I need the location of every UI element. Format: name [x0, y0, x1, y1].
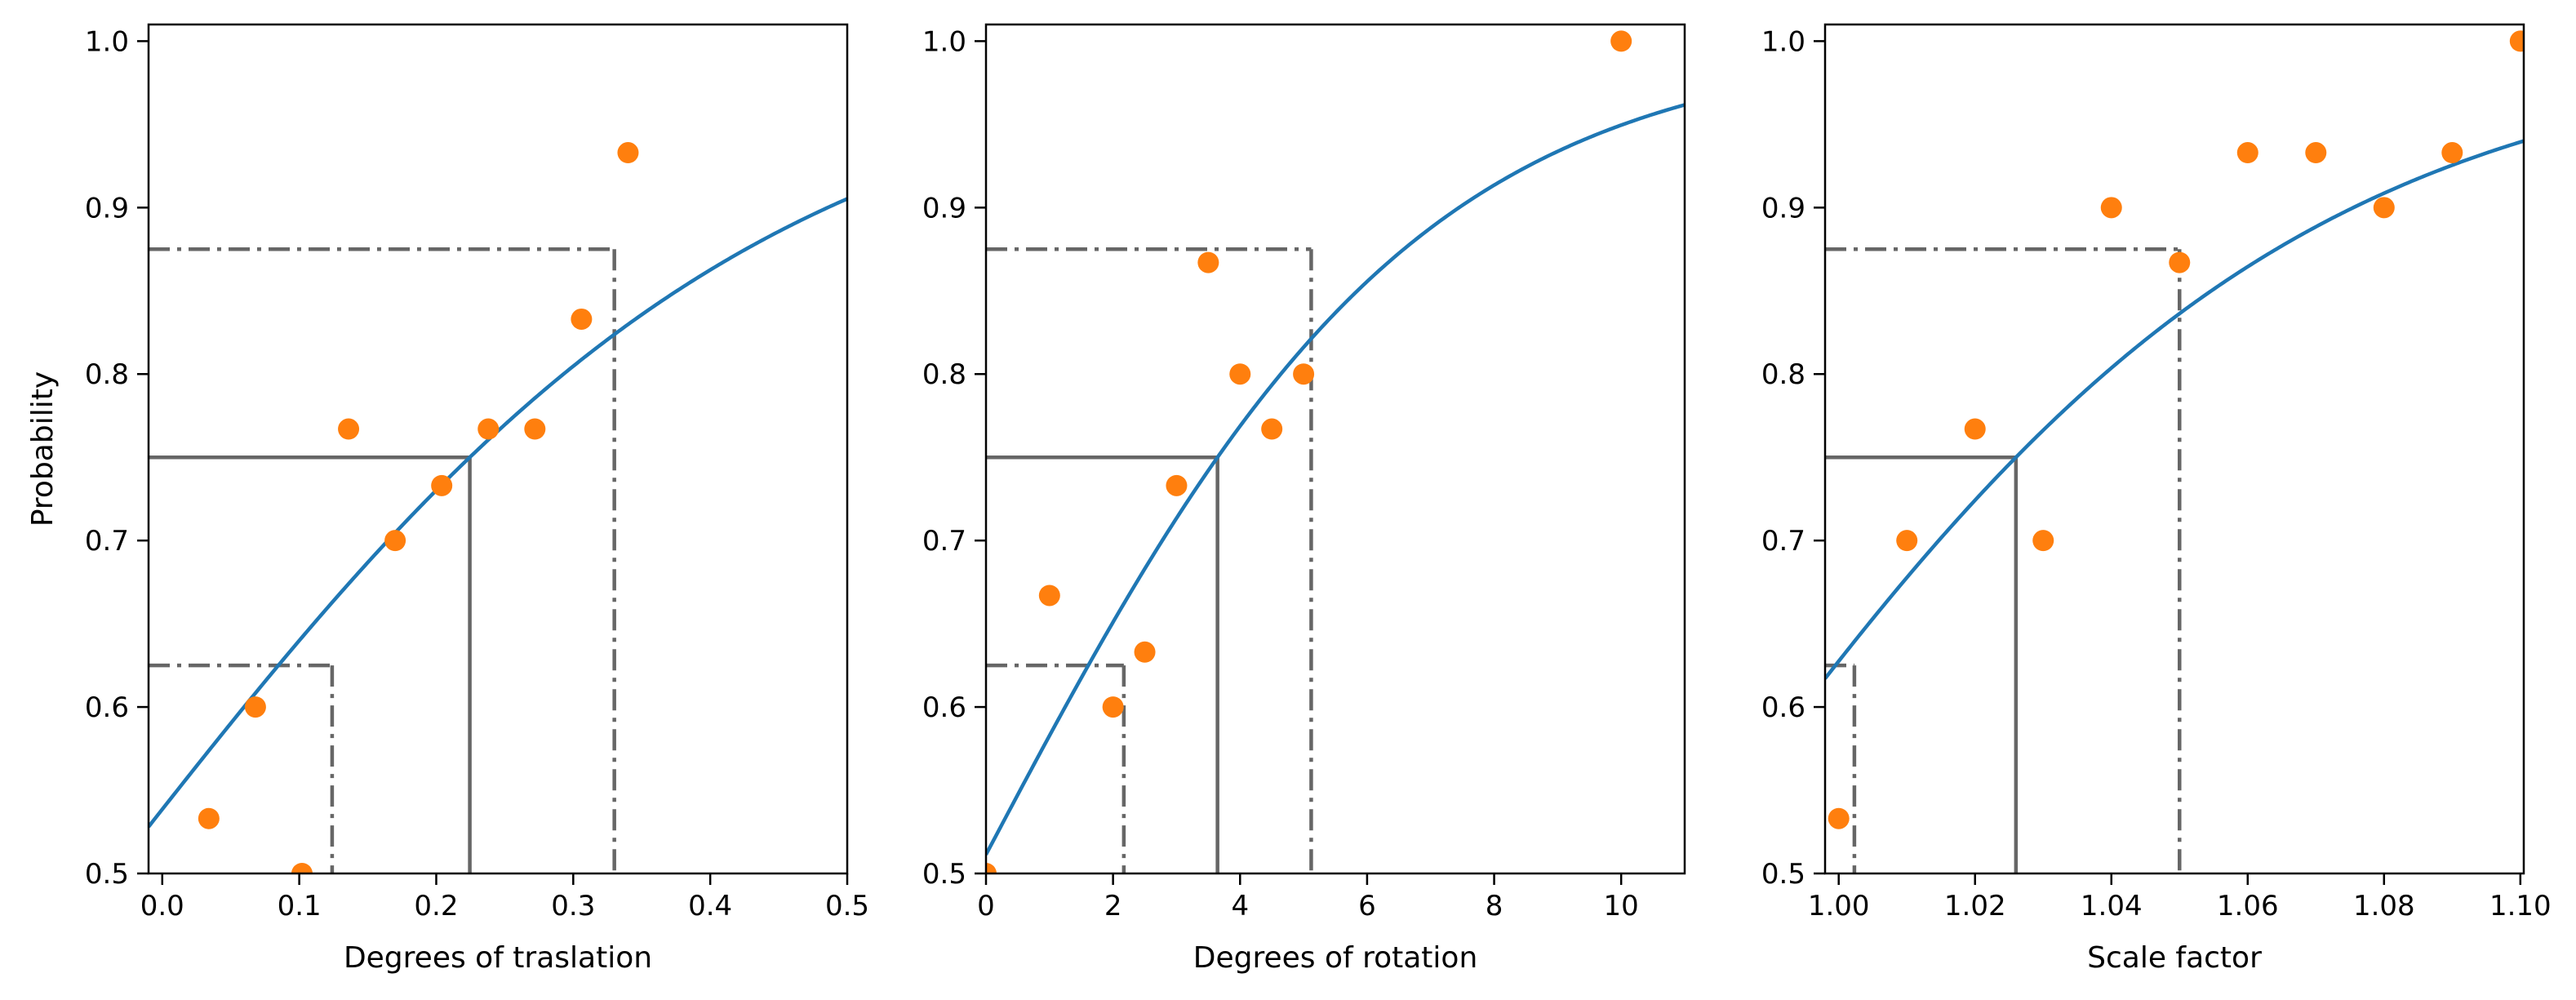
- x-ticks: 1.00 1.02 1.04 1.06 1.08 1.10: [1808, 873, 2552, 922]
- scatter-point: [1166, 474, 1188, 496]
- axes-frame: [1823, 23, 2525, 875]
- y-ticks: 0.5 0.6 0.7 0.8 0.9 1.0: [922, 25, 986, 891]
- axes-frame: [984, 23, 1686, 875]
- y-tick-label: 0.9: [85, 192, 129, 224]
- scatter-point: [617, 142, 639, 164]
- x-tick-label: 1.08: [2353, 890, 2415, 922]
- x-axis-label: Degrees of traslation: [344, 941, 652, 975]
- y-ticks: 0.5 0.6 0.7 0.8 0.9 1.0: [1761, 25, 1825, 891]
- y-tick-label: 1.0: [922, 25, 966, 58]
- scatter-point: [1261, 418, 1283, 440]
- panel-rotation: 0 2 4 6 8 10 0.5 0.6 0.7 0.8 0.9 1.0 Degrees of ro…: [922, 23, 1686, 975]
- scatter-point: [1293, 363, 1315, 385]
- guides: [1825, 247, 2182, 873]
- scatter-point: [1134, 641, 1156, 663]
- y-tick-label: 0.6: [85, 691, 129, 724]
- x-axis-label: Scale factor: [2087, 941, 2262, 975]
- guides: [149, 247, 616, 873]
- scatter-point: [1038, 584, 1060, 607]
- scatter-point: [477, 418, 500, 440]
- scatter-point: [1102, 696, 1124, 718]
- guides: [986, 247, 1313, 873]
- scatter-point: [2236, 142, 2258, 164]
- scatter-point: [1229, 363, 1251, 385]
- x-tick-label: 10: [1604, 890, 1639, 922]
- scatter-point: [2169, 251, 2191, 273]
- y-tick-label: 1.0: [85, 25, 129, 58]
- y-tick-label: 0.5: [85, 858, 129, 891]
- x-tick-label: 0.5: [825, 890, 869, 922]
- scatter-point: [291, 863, 313, 873]
- logistic-fit-line: [1825, 139, 2524, 680]
- scatter-point: [198, 807, 220, 829]
- scatter-point: [2509, 30, 2524, 52]
- data-points: [986, 30, 1632, 873]
- y-tick-label: 0.9: [922, 192, 966, 224]
- x-tick-label: 2: [1104, 890, 1122, 922]
- scatter-point: [986, 863, 997, 873]
- logistic-fit-line: [986, 103, 1685, 856]
- y-tick-label: 0.9: [1761, 192, 1805, 224]
- x-tick-label: 1.00: [1808, 890, 1870, 922]
- scatter-point: [431, 474, 453, 496]
- scatter-point: [2373, 197, 2395, 219]
- y-tick-label: 1.0: [1761, 25, 1805, 58]
- scatter-point: [1896, 530, 1918, 552]
- x-tick-label: 8: [1486, 890, 1503, 922]
- y-tick-label: 0.8: [1761, 358, 1805, 391]
- x-tick-label: 0.3: [551, 890, 595, 922]
- scatter-point: [338, 418, 360, 440]
- x-tick-label: 0: [977, 890, 995, 922]
- scatter-point: [1610, 30, 1632, 52]
- y-tick-label: 0.7: [1761, 525, 1805, 558]
- y-tick-label: 0.5: [1761, 858, 1805, 891]
- x-ticks: 0 2 4 6 8 10: [977, 873, 1639, 922]
- y-tick-label: 0.5: [922, 858, 966, 891]
- scatter-point: [2305, 142, 2327, 164]
- y-tick-label: 0.8: [922, 358, 966, 391]
- scatter-point: [1197, 251, 1219, 273]
- x-tick-label: 1.02: [1944, 890, 2006, 922]
- x-tick-label: 1.04: [2081, 890, 2143, 922]
- scatter-point: [2032, 530, 2054, 552]
- y-ticks: 0.5 0.6 0.7 0.8 0.9 1.0: [85, 25, 149, 891]
- y-tick-label: 0.6: [1761, 691, 1805, 724]
- scatter-point: [571, 308, 593, 330]
- y-tick-label: 0.8: [85, 358, 129, 391]
- data-points: [1828, 30, 2524, 829]
- panel-scale: 1.00 1.02 1.04 1.06 1.08 1.10 0.5 0.6 0.7 0.8 0.9…: [1761, 23, 2552, 975]
- x-tick-label: 0.2: [414, 890, 458, 922]
- axes-frame: [147, 23, 849, 875]
- y-tick-label: 0.6: [922, 691, 966, 724]
- x-tick-label: 0.1: [278, 890, 322, 922]
- y-axis-label: Probability: [26, 371, 60, 527]
- x-tick-label: 0.0: [140, 890, 184, 922]
- x-tick-label: 1.06: [2217, 890, 2279, 922]
- scatter-point: [2100, 197, 2122, 219]
- scatter-point: [384, 530, 406, 552]
- scatter-point: [1828, 807, 1850, 829]
- x-tick-label: 4: [1231, 890, 1249, 922]
- scatter-point: [1964, 418, 1986, 440]
- fit-curve: [986, 103, 1685, 856]
- y-tick-label: 0.7: [85, 525, 129, 558]
- scatter-point: [2441, 142, 2463, 164]
- panel-translation: 0.0 0.1 0.2 0.3 0.4 0.5 0.5 0.6 0.7 0.8 0.9 1.0 De…: [26, 23, 869, 975]
- x-axis-label: Degrees of rotation: [1193, 941, 1478, 975]
- y-tick-label: 0.7: [922, 525, 966, 558]
- x-tick-label: 0.4: [688, 890, 732, 922]
- x-tick-label: 6: [1358, 890, 1376, 922]
- x-tick-label: 1.10: [2489, 890, 2552, 922]
- x-ticks: 0.0 0.1 0.2 0.3 0.4 0.5: [140, 873, 869, 922]
- fit-curve: [1825, 139, 2524, 680]
- fit-curve: [149, 197, 847, 829]
- data-points: [198, 142, 639, 873]
- scatter-point: [524, 418, 546, 440]
- scatter-point: [244, 696, 266, 718]
- logistic-fit-line: [149, 197, 847, 829]
